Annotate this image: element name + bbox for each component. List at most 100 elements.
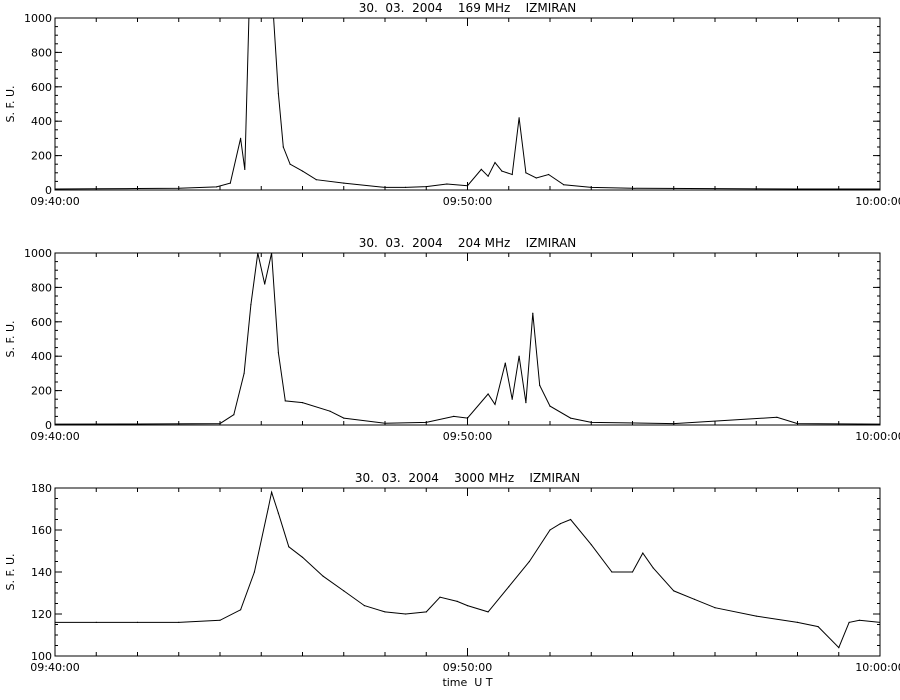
- data-point: [425, 186, 427, 188]
- data-point: [466, 185, 469, 187]
- data-point: [55, 621, 56, 623]
- data-point: [343, 182, 345, 184]
- data-point: [243, 372, 245, 374]
- data-point: [879, 423, 880, 425]
- data-point: [55, 188, 56, 190]
- data-point: [501, 170, 503, 172]
- data-point: [289, 163, 291, 165]
- data-point: [277, 93, 279, 95]
- data-point: [405, 613, 407, 615]
- data-point: [549, 405, 551, 407]
- data-point: [590, 186, 592, 188]
- data-point: [494, 403, 496, 405]
- data-point: [570, 518, 572, 521]
- data-point: [95, 621, 97, 624]
- data-point: [796, 423, 799, 425]
- data-point: [216, 186, 218, 188]
- data-point: [95, 188, 97, 190]
- data-point: [453, 415, 455, 417]
- data-point: [511, 173, 513, 176]
- data-point: [487, 175, 489, 177]
- data-point: [257, 253, 259, 254]
- y-tick-label: 0: [45, 184, 52, 197]
- data-point: [284, 400, 286, 402]
- data-point: [487, 393, 489, 395]
- plot-frame: [54, 17, 881, 191]
- data-point: [244, 168, 246, 170]
- data-point: [796, 188, 799, 190]
- y-tick-label: 800: [31, 281, 52, 294]
- data-point: [673, 590, 675, 592]
- data-point: [178, 621, 180, 624]
- data-point: [631, 187, 634, 189]
- data-point: [714, 607, 716, 609]
- data-point: [548, 173, 550, 176]
- data-point: [776, 416, 778, 418]
- data-point: [136, 621, 139, 624]
- data-point: [240, 137, 242, 139]
- data-point: [518, 117, 520, 119]
- data-point: [233, 414, 235, 416]
- data-point: [508, 586, 510, 588]
- data-point: [277, 352, 279, 354]
- y-axis-label: S. F. U.: [4, 553, 17, 590]
- data-point: [384, 422, 386, 424]
- data-point: [282, 146, 284, 148]
- data-point: [271, 491, 273, 493]
- data-point: [642, 552, 644, 554]
- data-point: [494, 161, 496, 164]
- data-point: [879, 621, 880, 623]
- data-point: [525, 172, 527, 174]
- x-tick-label: 09:50:00: [443, 430, 492, 443]
- data-point: [480, 168, 482, 170]
- series-line-1: [55, 18, 880, 190]
- data-point: [301, 556, 304, 558]
- y-tick-label: 160: [31, 524, 52, 537]
- data-point: [539, 384, 541, 386]
- data-point: [439, 596, 441, 598]
- data-point: [363, 605, 365, 607]
- chart-panel-2: 30. 03. 2004 204 MHz IZMIRAN S. F. U. 0 200…: [4, 236, 900, 443]
- data-point: [838, 647, 840, 649]
- data-point: [535, 177, 537, 179]
- chart-title: 30. 03. 2004 169 MHz IZMIRAN: [359, 1, 577, 15]
- x-tick-label: 10:00:00: [855, 430, 900, 443]
- y-tick-label: 200: [31, 150, 52, 163]
- data-point: [528, 560, 531, 563]
- data-point: [693, 598, 696, 600]
- data-point: [755, 615, 757, 617]
- data-point: [343, 417, 345, 419]
- data-point: [879, 188, 880, 190]
- data-point: [466, 417, 469, 419]
- data-point: [559, 523, 561, 525]
- data-point: [425, 421, 427, 423]
- data-point: [253, 571, 255, 573]
- y-tick-label: 100: [31, 650, 52, 663]
- y-axis-label: S. F. U.: [4, 85, 17, 122]
- plot-frame: [54, 252, 881, 426]
- y-tick-label: 1000: [24, 12, 52, 25]
- data-point: [714, 188, 716, 190]
- data-point: [446, 183, 448, 185]
- chart-panel-1: 30. 03. 2004 169 MHz IZMIRAN S. F. U. 0 200…: [4, 1, 900, 208]
- data-point: [652, 567, 654, 569]
- data-point: [273, 18, 275, 19]
- y-axis-label: S. F. U.: [4, 320, 17, 357]
- data-point: [343, 590, 345, 592]
- x-tick-label: 10:00:00: [855, 661, 900, 674]
- data-point: [511, 398, 513, 400]
- x-tick-label: 09:50:00: [443, 661, 492, 674]
- y-tick-label: 1000: [24, 247, 52, 260]
- y-tick-label: 800: [31, 46, 52, 59]
- data-point: [267, 508, 269, 510]
- data-point: [456, 600, 458, 603]
- data-point: [817, 626, 819, 628]
- y-tick-label: 180: [31, 482, 52, 495]
- y-tick-label: 400: [31, 350, 52, 363]
- y-tick-label: 140: [31, 566, 52, 579]
- x-tick-label: 10:00:00: [855, 195, 900, 208]
- series-line-1: [55, 253, 880, 425]
- x-axis-label: time U T: [442, 676, 492, 689]
- data-point: [384, 611, 386, 613]
